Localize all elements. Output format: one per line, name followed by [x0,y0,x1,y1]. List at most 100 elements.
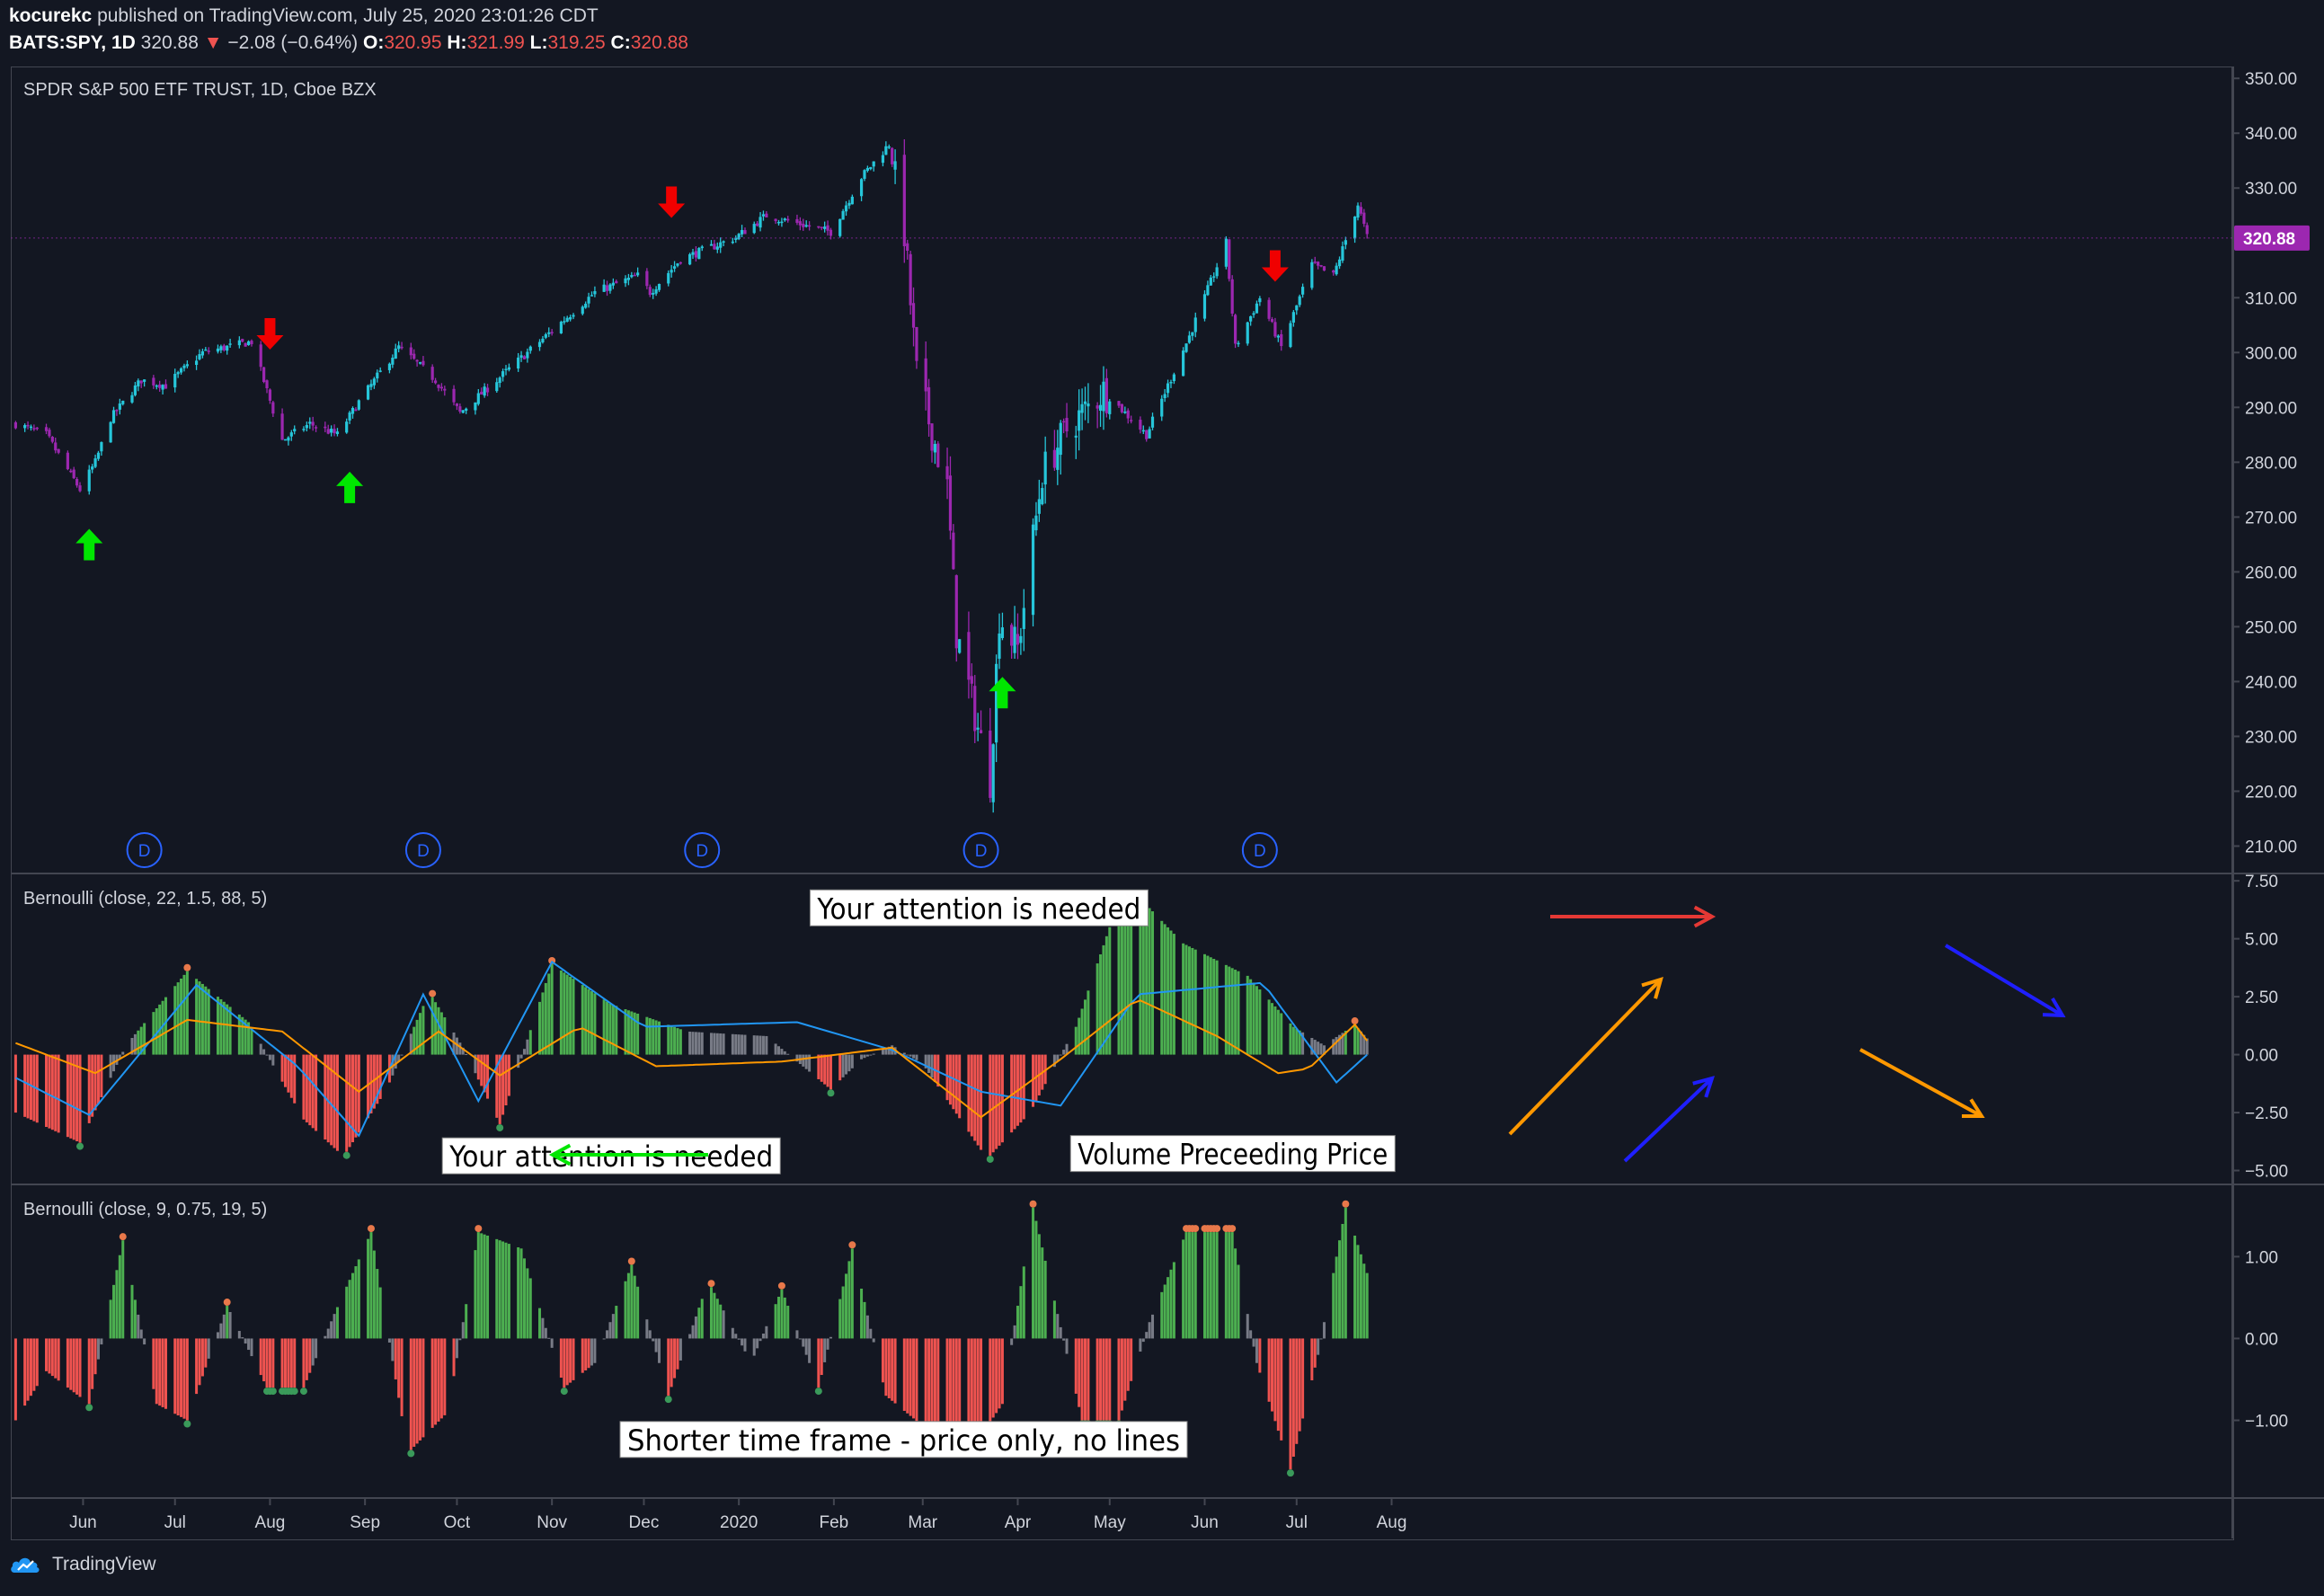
histogram-bar [1084,999,1087,1055]
x-tick-label: Aug [255,1513,286,1532]
histogram-bar [569,1338,572,1383]
histogram-bar [761,1035,765,1055]
footer-brand[interactable]: TradingView [9,1553,156,1576]
histogram-bar [820,1054,823,1082]
histogram-bar [863,1054,866,1059]
histogram-bar [305,1338,308,1380]
histogram-bar [1108,927,1112,1055]
candle-body [173,374,177,388]
histogram-bar [1291,1338,1295,1457]
histogram-bar [927,1054,931,1073]
author-name[interactable]: kocurekc [9,5,93,26]
dividend-marker [1241,832,1278,868]
histogram-bar [1108,1338,1112,1421]
candle-body [795,218,799,223]
candle-body [1078,410,1081,431]
histogram-bar [930,1338,934,1431]
candle-body [1095,405,1099,409]
histogram-bar [93,1338,97,1375]
candle-body [305,425,308,429]
histogram-bar [633,1275,636,1339]
histogram-bar [1271,1338,1274,1412]
histogram-bar [1084,1338,1087,1421]
histogram-bar [1037,1234,1041,1339]
candle-body [501,371,505,377]
indicator-line-blue [14,960,1368,1138]
candle-body [32,428,36,430]
histogram-bar [998,1338,1001,1409]
y-tick-label: 270.00 [2245,509,2297,528]
histogram-bar [139,1026,143,1055]
histogram-bar [271,1338,275,1388]
histogram-bar [452,1338,456,1377]
histogram-bar [1000,1054,1004,1143]
candle-body [421,360,425,366]
histogram-bar [1212,1232,1216,1339]
candle-body [1310,262,1314,288]
histogram-bar [1087,1338,1090,1421]
chart-canvas[interactable]: Jun Jul Aug Sep Oct Nov Dec 2020 Feb Mar Apr May Jun… [0,0,2324,1546]
candle-body [774,218,777,222]
candle-body [820,226,823,228]
histogram-bar [474,1250,477,1339]
candle-body [722,241,725,243]
candle-body [636,272,640,276]
candle-body [121,400,125,404]
histogram-bar [795,1330,799,1339]
histogram-bar [991,1054,995,1153]
histogram-bar [584,987,588,1055]
histogram-bar [219,998,223,1055]
histogram-bar [354,1266,358,1339]
histogram-bar [1267,999,1271,1055]
annotation-box [1069,1135,1396,1173]
candle-body [731,241,734,244]
histogram-bar [976,1338,980,1441]
candle-body [1184,343,1188,352]
histogram-bar [219,1323,223,1339]
histogram-bar [954,1054,958,1114]
y-tick-label: 0.00 [2245,1047,2278,1066]
annotation-text: Shorter time frame - price only, no line… [627,1423,1180,1458]
histogram-bar [330,1321,333,1339]
histogram-bar [860,1054,864,1060]
candle-body [823,226,827,229]
histogram-bar [133,1299,137,1339]
histogram-bar [1151,1314,1155,1339]
histogram-bar [719,1304,723,1339]
candle-body [719,242,723,248]
histogram-bar [676,1338,679,1370]
histogram-bar [924,1338,927,1429]
histogram-bar [333,1314,336,1339]
extreme-marker [986,1155,994,1163]
histogram-bar [139,1329,143,1339]
histogram-bar [185,971,189,1055]
histogram-bar [624,1281,627,1339]
histogram-bar [369,1232,373,1339]
histogram-bar [216,1332,219,1339]
histogram-bar [973,1054,977,1141]
candle-body [1037,499,1041,514]
candle-body [808,225,812,227]
histogram-bar [176,1338,180,1416]
histogram-bar [305,1054,308,1122]
candle-body [847,202,851,206]
histogram-bar [626,1010,630,1055]
candle-body [66,452,69,470]
histogram-bar [155,1008,158,1055]
histogram-bar [302,1054,306,1120]
histogram-bar [372,1250,376,1339]
histogram-bar [517,1054,520,1068]
candle-body [633,274,636,277]
candle-body [1166,383,1170,394]
histogram-bar [673,1026,677,1055]
histogram-bar [455,1037,458,1055]
symbol-label[interactable]: BATS:SPY, 1D [9,32,136,53]
candle-body [694,251,698,258]
candle-body [743,230,747,235]
histogram-bar [54,1054,58,1131]
histogram-bar [1080,1008,1084,1055]
candle-body [817,226,820,228]
histogram-bar [1172,1262,1175,1339]
histogram-bar [777,1297,780,1339]
extreme-marker [183,963,191,971]
